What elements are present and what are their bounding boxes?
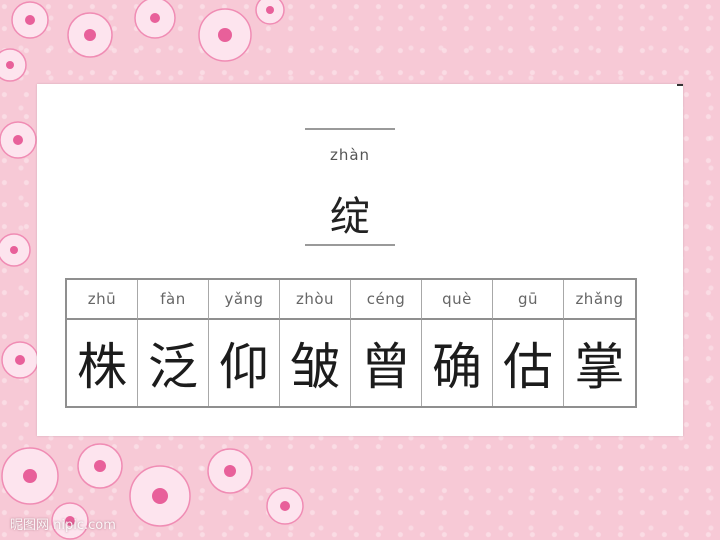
header-line-top: [305, 128, 395, 130]
header-pinyin: zhàn: [329, 146, 371, 164]
character-cell: 仰: [209, 320, 280, 406]
flower-decoration-top-left: [0, 0, 285, 82]
character-cell: 株: [67, 320, 138, 406]
character-cell: 确: [422, 320, 493, 406]
pinyin-cell: fàn: [138, 280, 209, 320]
watermark: 昵图网 nipic.com: [10, 518, 116, 533]
character-cell: 曾: [351, 320, 422, 406]
dash-mark: [677, 84, 683, 86]
pinyin-cell: céng: [351, 280, 422, 320]
pinyin-cell: zhū: [67, 280, 138, 320]
pinyin-cell: zhòu: [280, 280, 351, 320]
character-cell: 皱: [280, 320, 351, 406]
character-cell: 泛: [138, 320, 209, 406]
pinyin-cell: gū: [493, 280, 564, 320]
pinyin-cell: zhǎng: [564, 280, 635, 320]
character-cell: 掌: [574, 338, 625, 396]
content-panel: [37, 84, 683, 436]
character-cell: 估: [493, 320, 564, 406]
pinyin-cell: yǎng: [209, 280, 280, 320]
flower-decoration-left: [0, 121, 39, 379]
header-line-bottom: [305, 244, 395, 246]
flower-decoration-bottom-left: [1, 443, 304, 540]
character-table: zhū fàn yǎng zhòu céng què gū zhǎng 株 泛 …: [65, 278, 637, 408]
header-character: 绽: [330, 194, 370, 240]
pinyin-cell: què: [422, 280, 493, 320]
